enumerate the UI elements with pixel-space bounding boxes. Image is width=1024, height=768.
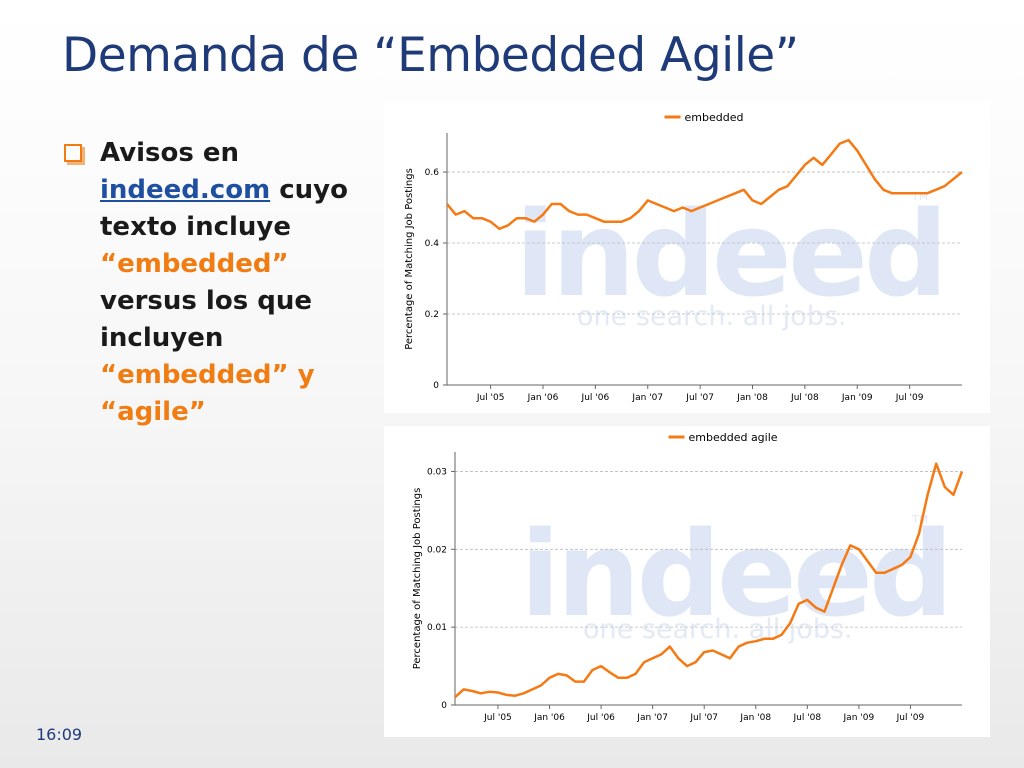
x-tick-label: Jul '07 — [685, 393, 714, 403]
x-tick-label: Jul '07 — [689, 713, 718, 723]
x-tick-label: Jan '08 — [736, 393, 768, 403]
y-axis-label: Percentage of Matching Job Postings — [412, 488, 423, 670]
y-tick-label: 0.02 — [427, 545, 447, 555]
text: versus los que incluyen — [100, 286, 312, 353]
x-tick-label: Jul '08 — [790, 393, 819, 403]
highlight: “embedded” — [100, 249, 289, 279]
watermark-tagline: one search. all jobs. — [577, 301, 847, 332]
x-tick-label: Jul '06 — [581, 393, 610, 403]
x-tick-label: Jul '08 — [792, 713, 821, 723]
bullet-icon — [64, 144, 82, 162]
y-tick-label: 0.01 — [427, 623, 447, 633]
series-line — [446, 138, 963, 231]
bullet: Avisos en indeed.com cuyo texto incluye … — [62, 135, 382, 431]
x-tick-label: Jan '08 — [739, 713, 771, 723]
x-tick-label: Jan '09 — [843, 713, 875, 723]
legend-label: embedded agile — [689, 431, 778, 444]
x-tick-label: Jan '06 — [527, 393, 559, 403]
watermark-logo: indeed — [520, 505, 949, 643]
bullet-text: Avisos en indeed.com cuyo texto incluye … — [100, 135, 382, 431]
footer-time: 16:09 — [36, 725, 83, 744]
x-tick-label: Jan '06 — [533, 713, 565, 723]
x-tick-label: Jul '06 — [586, 713, 615, 723]
x-tick-label: Jul '05 — [476, 393, 505, 403]
y-tick-label: 0.03 — [427, 467, 447, 477]
series-line — [454, 462, 964, 699]
watermark-logo: indeed — [515, 185, 944, 323]
highlight: “embedded” y “agile” — [100, 360, 315, 427]
slide-title: Demanda de “Embedded Agile” — [62, 28, 799, 83]
y-tick-label: 0 — [433, 381, 439, 391]
x-tick-label: Jul '09 — [896, 713, 925, 723]
x-tick-label: Jan '07 — [636, 713, 668, 723]
link[interactable]: indeed.com — [100, 175, 271, 205]
x-tick-label: Jan '07 — [631, 393, 663, 403]
x-tick-label: Jul '09 — [895, 393, 924, 403]
legend-label: embedded — [685, 111, 744, 124]
watermark-tagline: one search. all jobs. — [583, 614, 853, 645]
x-tick-label: Jan '09 — [841, 393, 873, 403]
text: Avisos en — [100, 138, 240, 168]
y-tick-label: 0 — [441, 701, 447, 711]
y-tick-label: 0.4 — [425, 239, 440, 249]
text: cuyo texto incluye — [100, 175, 348, 242]
x-tick-label: Jul '05 — [483, 713, 512, 723]
watermark-mark: TM — [911, 190, 928, 203]
y-axis-label: Percentage of Matching Job Postings — [404, 168, 415, 350]
watermark-mark: TM — [911, 513, 928, 526]
y-tick-label: 0.2 — [425, 310, 439, 320]
y-tick-label: 0.6 — [425, 168, 440, 178]
